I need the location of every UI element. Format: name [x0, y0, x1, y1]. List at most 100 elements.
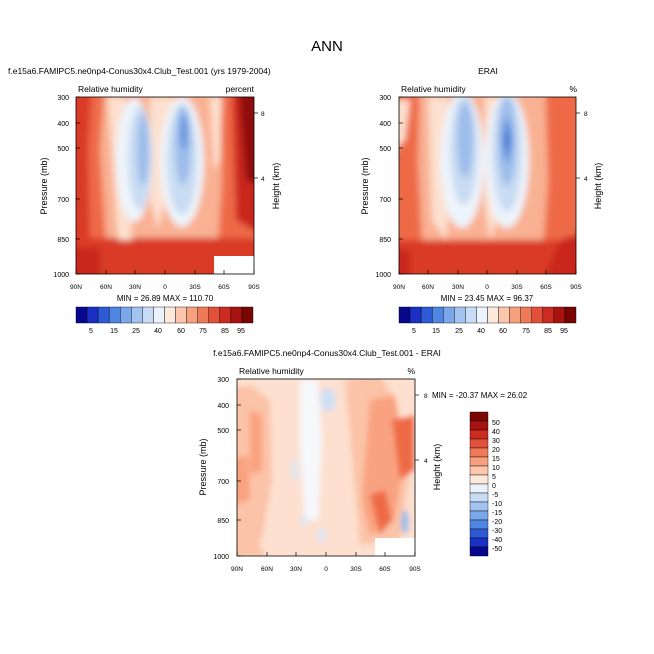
- y-tick-label: 500: [217, 428, 229, 435]
- y-axis-label: Pressure (mb): [198, 438, 208, 495]
- colorbar-swatch: [131, 306, 143, 324]
- y-tick-label: 700: [379, 197, 391, 204]
- right-label: %: [569, 84, 577, 94]
- contour-field: [399, 97, 576, 274]
- right-label: percent: [226, 84, 255, 94]
- x-tick-label: 30N: [452, 284, 464, 291]
- colorbar-label: 60: [177, 328, 185, 335]
- panel-title: f.e15a6.FAMIPC5.ne0np4-Conus30x4.Club_Te…: [213, 348, 441, 358]
- colorbar-swatch: [469, 429, 489, 440]
- x-tick-label: 0: [324, 566, 328, 573]
- colorbar-label: 15: [492, 456, 500, 463]
- colorbar-label: 5: [412, 328, 416, 335]
- height-tick-label: 4: [584, 176, 588, 183]
- colorbar: [469, 411, 489, 557]
- colorbar-swatch: [465, 306, 477, 324]
- height-axis-label: Height (km): [271, 163, 281, 210]
- colorbar-label: 40: [154, 328, 162, 335]
- y-tick-label: 1000: [53, 272, 69, 279]
- x-tick-label: 60N: [261, 566, 273, 573]
- panel-title: ERAI: [478, 66, 498, 76]
- x-tick-label: 90N: [393, 284, 405, 291]
- x-tick-label: 0: [485, 284, 489, 291]
- colorbar-swatch: [509, 306, 521, 324]
- y-tick-label: 400: [57, 121, 69, 128]
- colorbar-label: -20: [492, 519, 502, 526]
- height-axis-label: Height (km): [432, 444, 442, 491]
- x-tick-label: 90S: [570, 284, 582, 291]
- colorbar: [75, 306, 254, 324]
- colorbar-label: -40: [492, 537, 502, 544]
- colorbar-swatch: [409, 306, 422, 324]
- y-tick-label: 300: [379, 95, 391, 102]
- colorbar-label: 75: [199, 328, 207, 335]
- colorbar-swatch: [469, 492, 489, 503]
- colorbar-swatch: [454, 306, 466, 324]
- panel-reference: ERAI Relative humidity %: [360, 66, 603, 335]
- colorbar-label: -15: [492, 510, 502, 517]
- height-tick-label: 8: [424, 393, 428, 400]
- x-tick-label: 60S: [379, 566, 391, 573]
- x-tick-label: 30S: [511, 284, 523, 291]
- contour-field: [76, 97, 254, 274]
- colorbar-swatch: [142, 306, 154, 324]
- colorbar-swatch: [97, 306, 110, 324]
- colorbar-swatch: [498, 306, 510, 324]
- x-tick-label: 30S: [350, 566, 362, 573]
- left-label: Relative humidity: [78, 84, 143, 94]
- colorbar-swatch: [469, 528, 489, 539]
- panel-test: f.e15a6.FAMIPC5.ne0np4-Conus30x4.Club_Te…: [8, 66, 281, 335]
- colorbar-swatch: [469, 438, 489, 449]
- y-tick-label: 300: [57, 95, 69, 102]
- colorbar-swatch: [469, 456, 489, 467]
- x-tick-label: 30S: [189, 284, 201, 291]
- colorbar-label: 85: [221, 328, 229, 335]
- colorbar-label: 95: [560, 328, 568, 335]
- colorbar-label: -10: [492, 501, 502, 508]
- x-tick-label: 90N: [231, 566, 243, 573]
- left-label: Relative humidity: [239, 366, 304, 376]
- y-axis-label: Pressure (mb): [39, 157, 49, 214]
- height-tick-label: 8: [261, 111, 265, 118]
- x-tick-label: 90S: [248, 284, 260, 291]
- height-axis-label: Height (km): [593, 163, 603, 210]
- colorbar-swatch: [197, 306, 209, 324]
- x-tick-label: 30N: [129, 284, 141, 291]
- colorbar-label: -50: [492, 546, 502, 553]
- colorbar-label: 75: [522, 328, 530, 335]
- colorbar-swatch: [469, 411, 489, 422]
- colorbar-label: 40: [477, 328, 485, 335]
- x-tick-label: 30N: [290, 566, 302, 573]
- y-tick-label: 400: [217, 403, 229, 410]
- left-label: Relative humidity: [401, 84, 466, 94]
- colorbar-swatch: [542, 306, 555, 324]
- colorbar-swatch: [469, 465, 489, 476]
- y-tick-label: 500: [57, 146, 69, 153]
- y-tick-label: 850: [57, 237, 69, 244]
- colorbar-swatch: [153, 306, 165, 324]
- colorbar-swatch: [120, 306, 132, 324]
- colorbar-swatch: [443, 306, 455, 324]
- colorbar-swatch: [469, 510, 489, 521]
- x-tick-label: 60S: [218, 284, 230, 291]
- colorbar-swatch: [469, 546, 489, 557]
- y-tick-label: 700: [217, 479, 229, 486]
- colorbar-swatch: [164, 306, 176, 324]
- colorbar-swatch: [531, 306, 544, 324]
- y-tick-label: 1000: [213, 554, 229, 561]
- colorbar-swatch: [469, 447, 489, 458]
- y-tick-label: 850: [217, 518, 229, 525]
- x-tick-label: 60N: [422, 284, 434, 291]
- x-tick-label: 60S: [540, 284, 552, 291]
- y-tick-label: 850: [379, 237, 391, 244]
- colorbar-label: 30: [492, 438, 500, 445]
- colorbar-swatch: [431, 306, 444, 324]
- colorbar-swatch: [469, 537, 489, 548]
- colorbar-swatch: [86, 306, 99, 324]
- panel-difference: f.e15a6.FAMIPC5.ne0np4-Conus30x4.Club_Te…: [198, 348, 528, 573]
- colorbar-swatch: [520, 306, 532, 324]
- min-max-stats: MIN = 23.45 MAX = 96.37: [441, 294, 534, 303]
- colorbar-swatch: [108, 306, 121, 324]
- height-tick-label: 8: [584, 111, 588, 118]
- y-tick-label: 500: [379, 146, 391, 153]
